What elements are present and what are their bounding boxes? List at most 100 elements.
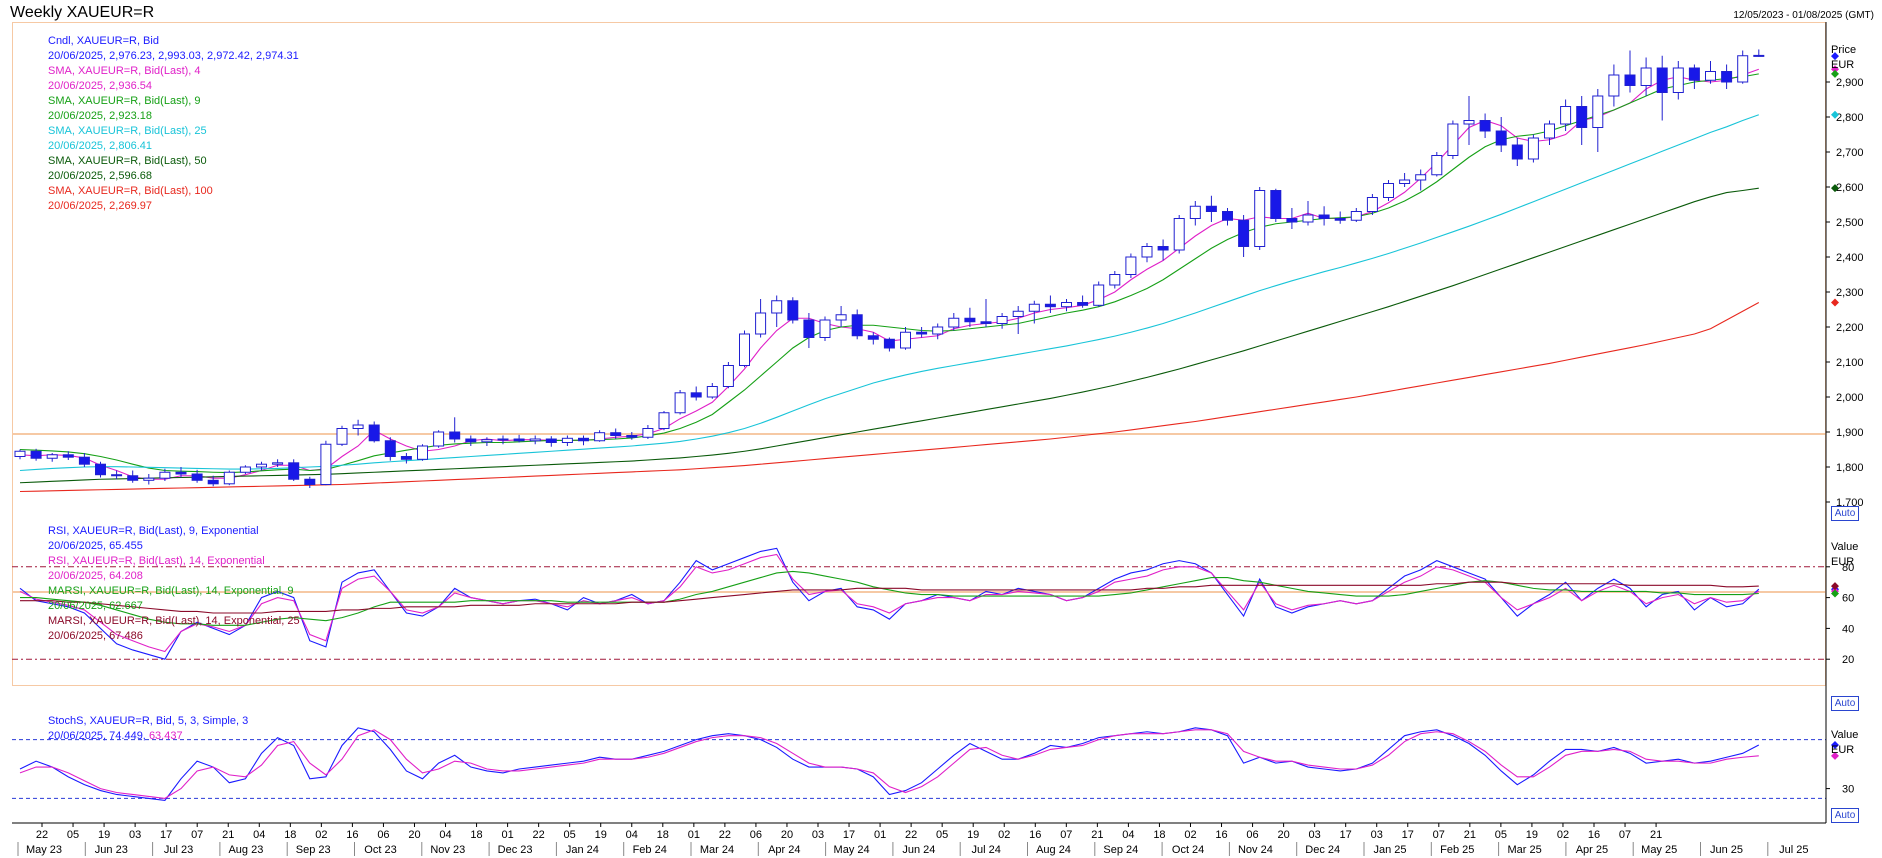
x-day-label: 02 (998, 829, 1010, 841)
candle-up (722, 365, 734, 387)
sma-last-marker (1831, 110, 1839, 119)
candle-down (1656, 67, 1668, 93)
price-last-marker (1831, 52, 1839, 61)
price-y-tick-label: 2,000 (1836, 392, 1864, 404)
x-day-label: 17 (160, 829, 172, 841)
rsi-y-tick-label: 60 (1842, 593, 1854, 605)
x-month-label: Aug 23 (228, 844, 263, 856)
x-day-label: 22 (36, 829, 48, 841)
candle-up (1544, 123, 1555, 139)
candle-up (143, 477, 155, 481)
rsi-y-tick-label: 20 (1842, 654, 1854, 666)
candle-up (658, 412, 670, 429)
sma-last-marker (1831, 298, 1839, 307)
candle-up (320, 443, 332, 485)
candle-up (1592, 95, 1604, 128)
candle-down (111, 474, 123, 477)
rsi-legend: RSI, XAUEUR=R, Bid(Last), 9, Exponential… (48, 524, 300, 644)
candle-down (1077, 302, 1089, 306)
candle-down (787, 300, 799, 321)
candle-down (1334, 218, 1346, 221)
x-day-label: 02 (315, 829, 327, 841)
price-y-tick-label: 1,800 (1836, 462, 1864, 474)
rsi-legend-line: RSI, XAUEUR=R, Bid(Last), 14, Exponentia… (48, 555, 265, 567)
date-range: 12/05/2023 - 01/08/2025 (GMT) (1733, 10, 1874, 21)
x-day-label: 06 (750, 829, 762, 841)
x-month-label: Feb 25 (1440, 844, 1474, 856)
x-month-label: Aug 24 (1036, 844, 1071, 856)
price-legend-line: SMA, XAUEUR=R, Bid(Last), 50 (48, 155, 207, 167)
x-day-label: 21 (222, 829, 234, 841)
stoch-y-tick-label: 30 (1842, 784, 1854, 796)
stoch-line (19, 729, 1759, 799)
candle-up (223, 471, 235, 485)
candle-down (95, 463, 106, 476)
candle-down (610, 432, 622, 437)
price-y-tick-label: 2,900 (1836, 77, 1864, 89)
candle-down (1318, 214, 1330, 219)
x-month-label: Nov 23 (430, 844, 465, 856)
candle-up (1093, 284, 1105, 306)
x-day-label: 20 (408, 829, 420, 841)
candle-up (706, 386, 718, 398)
candle-down (465, 438, 477, 443)
candle-down (127, 475, 139, 481)
x-day-label: 16 (1029, 829, 1041, 841)
candle-down (1222, 211, 1233, 221)
x-day-label: 22 (719, 829, 731, 841)
candle-up (1383, 183, 1394, 198)
candle-up (481, 439, 493, 443)
candle-down (803, 319, 815, 338)
candle-up (835, 314, 847, 321)
candle-up (14, 450, 26, 457)
x-day-label: 07 (1433, 829, 1445, 841)
candle-down (1688, 67, 1700, 81)
candle-up (433, 431, 445, 447)
x-day-label: 20 (1277, 829, 1289, 841)
x-month-label: Jul 23 (164, 844, 193, 856)
x-month-label: Jul 25 (1779, 844, 1808, 856)
stoch-auto-scale-button[interactable]: Auto (1831, 808, 1859, 823)
stoch-legend: StochS, XAUEUR=R, Bid, 5, 3, Simple, 3 2… (48, 714, 248, 744)
x-month-label: Jun 24 (902, 844, 935, 856)
candle-up (352, 424, 364, 429)
rsi-legend-line: 20/06/2025, 67.486 (48, 630, 143, 642)
x-month-label: Nov 24 (1238, 844, 1273, 856)
rsi-legend-line: MARSI, XAUEUR=R, Bid(Last), 14, Exponent… (48, 585, 294, 597)
candle-up (1028, 303, 1040, 312)
x-day-label: 01 (501, 829, 513, 841)
x-month-label: Sep 24 (1103, 844, 1138, 856)
candle-up (642, 428, 654, 438)
candle-up (1109, 274, 1121, 286)
x-day-label: 18 (1153, 829, 1165, 841)
rsi-legend-line: 20/06/2025, 64.208 (48, 570, 143, 582)
x-month-label: Oct 23 (364, 844, 396, 856)
x-day-label: 03 (1371, 829, 1383, 841)
price-axis-unit: EUR (1831, 59, 1855, 71)
candle-up (739, 333, 750, 366)
candle-up (529, 438, 541, 442)
x-day-label: 03 (129, 829, 141, 841)
price-y-tick-label: 2,700 (1836, 147, 1864, 159)
rsi-y-tick-label: 40 (1842, 623, 1854, 635)
price-legend-line: 20/06/2025, 2,976.23, 2,993.03, 2,972.42… (48, 50, 299, 62)
price-legend-line: 20/06/2025, 2,923.18 (48, 110, 152, 122)
x-day-label: 16 (346, 829, 358, 841)
candle-up (561, 437, 573, 443)
rsi-auto-scale-button[interactable]: Auto (1831, 696, 1859, 711)
candle-up (996, 316, 1008, 324)
price-y-tick-label: 2,300 (1836, 287, 1864, 299)
x-day-label: 02 (1184, 829, 1196, 841)
x-day-label: 18 (470, 829, 482, 841)
x-day-label: 02 (1557, 829, 1569, 841)
candle-down (690, 392, 702, 398)
candle-down (175, 471, 187, 475)
stoch-legend-d: 63.437 (148, 730, 183, 742)
candle-down (1044, 303, 1056, 308)
x-day-label: 22 (533, 829, 545, 841)
rsi-legend-line: 20/06/2025, 62.667 (48, 600, 143, 612)
price-auto-scale-button[interactable]: Auto (1831, 506, 1859, 521)
price-legend-line: SMA, XAUEUR=R, Bid(Last), 100 (48, 185, 213, 197)
candle-up (239, 466, 251, 473)
